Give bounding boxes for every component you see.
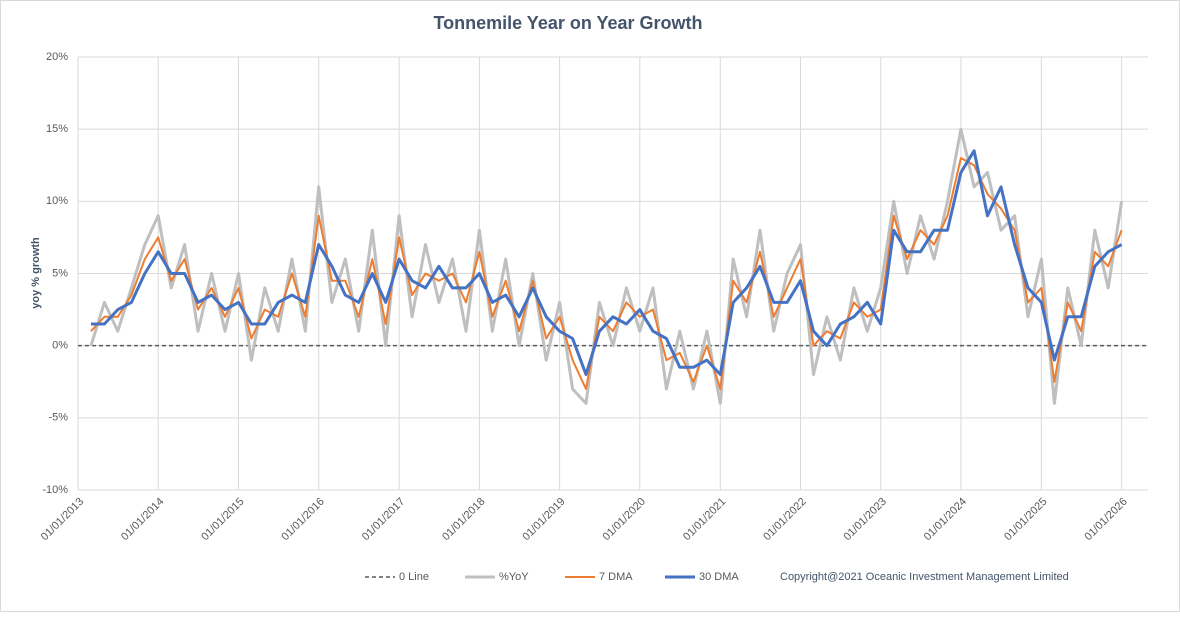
- y-tick-label: -5%: [48, 412, 68, 424]
- y-tick-label: 15%: [46, 123, 68, 135]
- series-line: [91, 149, 1123, 376]
- y-tick-label: -10%: [42, 484, 68, 496]
- y-tick-label: 20%: [46, 51, 68, 63]
- y-tick-label: 5%: [52, 267, 68, 279]
- footnote: Copyright@2021 Oceanic Investment Manage…: [780, 571, 1069, 583]
- chart-title: Tonnemile Year on Year Growth: [433, 13, 702, 33]
- legend-label: %YoY: [499, 571, 529, 583]
- legend-label: 30 DMA: [699, 571, 739, 583]
- y-tick-label: 0%: [52, 340, 68, 352]
- y-tick-label: 10%: [46, 195, 68, 207]
- legend-label: 7 DMA: [599, 571, 633, 583]
- y-axis-label: yoy % growth: [30, 237, 42, 309]
- legend-label: 0 Line: [399, 571, 429, 583]
